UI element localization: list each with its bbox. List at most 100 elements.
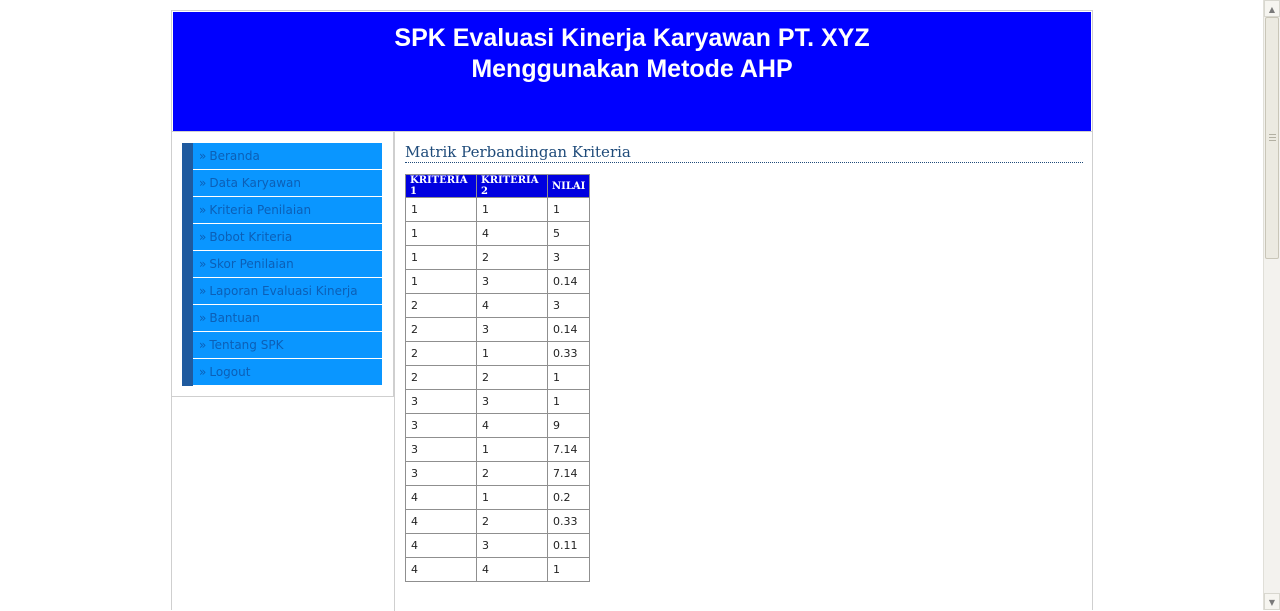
cell-nilai: 0.14 — [546, 317, 591, 342]
cell-nilai: 0.33 — [546, 341, 591, 366]
cell-kriteria2: 2 — [476, 461, 548, 486]
header-title-line2: Menggunakan Metode AHP — [471, 55, 793, 83]
cell-kriteria1: 3 — [405, 413, 477, 438]
cell-nilai: 0.11 — [546, 533, 591, 558]
main-content: Matrik Perbandingan Kriteria KRITERIA 1 … — [405, 143, 1083, 582]
site-header: SPK Evaluasi Kinerja Karyawan PT. XYZ Me… — [173, 12, 1091, 131]
cell-nilai: 3 — [546, 245, 591, 270]
chevron-icon: » — [199, 257, 207, 271]
cell-kriteria2: 3 — [476, 269, 548, 294]
cell-kriteria2: 3 — [476, 389, 548, 414]
sidebar-item-beranda[interactable]: » Beranda — [193, 143, 382, 169]
chevron-icon: » — [199, 176, 207, 190]
cell-nilai: 5 — [546, 221, 591, 246]
cell-kriteria2: 4 — [476, 221, 548, 246]
chevron-icon: » — [199, 203, 207, 217]
content-divider — [394, 132, 395, 611]
cell-kriteria2: 1 — [476, 437, 548, 462]
sidebar-item-logout[interactable]: » Logout — [193, 359, 382, 385]
table-row: 2 3 0.14 — [405, 317, 591, 342]
cell-kriteria1: 1 — [405, 245, 477, 270]
header-divider — [172, 131, 1092, 132]
table-row: 3 2 7.14 — [405, 461, 591, 486]
scroll-up-icon[interactable]: ▲ — [1264, 0, 1280, 17]
cell-kriteria1: 1 — [405, 221, 477, 246]
cell-kriteria2: 3 — [476, 533, 548, 558]
cell-kriteria2: 1 — [476, 341, 548, 366]
sidebar-item-label: Data Karyawan — [209, 176, 301, 190]
cell-nilai: 0.33 — [546, 509, 591, 534]
cell-nilai: 0.2 — [546, 485, 591, 510]
cell-kriteria1: 2 — [405, 317, 477, 342]
vertical-scrollbar[interactable]: ▲ ▼ — [1263, 0, 1280, 610]
cell-nilai: 7.14 — [546, 461, 591, 486]
cell-kriteria1: 4 — [405, 485, 477, 510]
scrollbar-thumb[interactable] — [1265, 17, 1279, 259]
sidebar-item-tentang-spk[interactable]: » Tentang SPK — [193, 332, 382, 358]
sidebar-item-label: Beranda — [209, 149, 260, 163]
cell-nilai: 9 — [546, 413, 591, 438]
cell-kriteria1: 2 — [405, 341, 477, 366]
table-row: 4 2 0.33 — [405, 509, 591, 534]
column-header-kriteria1: KRITERIA 1 — [405, 174, 477, 198]
column-header-kriteria2: KRITERIA 2 — [476, 174, 548, 198]
scroll-down-icon[interactable]: ▼ — [1264, 593, 1280, 610]
sidebar-item-label: Bobot Kriteria — [209, 230, 293, 244]
page-title: Matrik Perbandingan Kriteria — [405, 143, 1083, 163]
cell-kriteria2: 4 — [476, 557, 548, 582]
sidebar-item-label: Logout — [209, 365, 251, 379]
cell-kriteria1: 1 — [405, 197, 477, 222]
table-row: 3 1 7.14 — [405, 437, 591, 462]
grip-line — [1269, 134, 1276, 135]
cell-kriteria1: 3 — [405, 437, 477, 462]
cell-kriteria1: 4 — [405, 533, 477, 558]
cell-kriteria1: 4 — [405, 557, 477, 582]
table-header-row: KRITERIA 1 KRITERIA 2 NILAI — [405, 174, 591, 198]
sidebar-item-data-karyawan[interactable]: » Data Karyawan — [193, 170, 382, 196]
cell-kriteria2: 2 — [476, 245, 548, 270]
sidebar-item-label: Kriteria Penilaian — [209, 203, 312, 217]
table-body: 1 1 1 1 4 5 1 2 3 1 3 0.14 2 4 3 2 3 0.14 2 1 0.33 2 2 1 3 3 1 3 4 9 3… — [405, 197, 591, 582]
cell-nilai: 0.14 — [546, 269, 591, 294]
cell-nilai: 1 — [546, 389, 591, 414]
sidebar-item-bobot-kriteria[interactable]: » Bobot Kriteria — [193, 224, 382, 250]
chevron-icon: » — [199, 149, 207, 163]
cell-nilai: 7.14 — [546, 437, 591, 462]
cell-nilai: 3 — [546, 293, 591, 318]
chevron-icon: » — [199, 230, 207, 244]
cell-kriteria2: 3 — [476, 317, 548, 342]
cell-kriteria1: 4 — [405, 509, 477, 534]
sidebar-item-bantuan[interactable]: » Bantuan — [193, 305, 382, 331]
cell-kriteria1: 3 — [405, 389, 477, 414]
grip-line — [1269, 137, 1276, 138]
cell-kriteria1: 1 — [405, 269, 477, 294]
table-row: 4 3 0.11 — [405, 533, 591, 558]
page-container: SPK Evaluasi Kinerja Karyawan PT. XYZ Me… — [171, 10, 1093, 611]
table-row: 1 3 0.14 — [405, 269, 591, 294]
header-title-line1: SPK Evaluasi Kinerja Karyawan PT. XYZ — [394, 24, 870, 52]
sidebar-item-label: Laporan Evaluasi Kinerja — [209, 284, 358, 298]
sidebar-item-skor-penilaian[interactable]: » Skor Penilaian — [193, 251, 382, 277]
cell-nilai: 1 — [546, 365, 591, 390]
cell-kriteria1: 2 — [405, 293, 477, 318]
sidebar-item-label: Skor Penilaian — [209, 257, 294, 271]
sidebar-item-kriteria-penilaian[interactable]: » Kriteria Penilaian — [193, 197, 382, 223]
cell-kriteria2: 1 — [476, 485, 548, 510]
cell-kriteria2: 4 — [476, 413, 548, 438]
table-row: 4 1 0.2 — [405, 485, 591, 510]
cell-kriteria1: 2 — [405, 365, 477, 390]
grip-line — [1269, 140, 1276, 141]
chevron-icon: » — [199, 338, 207, 352]
sidebar-item-laporan-evaluasi[interactable]: » Laporan Evaluasi Kinerja — [193, 278, 382, 304]
sidebar: » Beranda » Data Karyawan » Kriteria Penila… — [172, 132, 394, 397]
cell-nilai: 1 — [546, 557, 591, 582]
